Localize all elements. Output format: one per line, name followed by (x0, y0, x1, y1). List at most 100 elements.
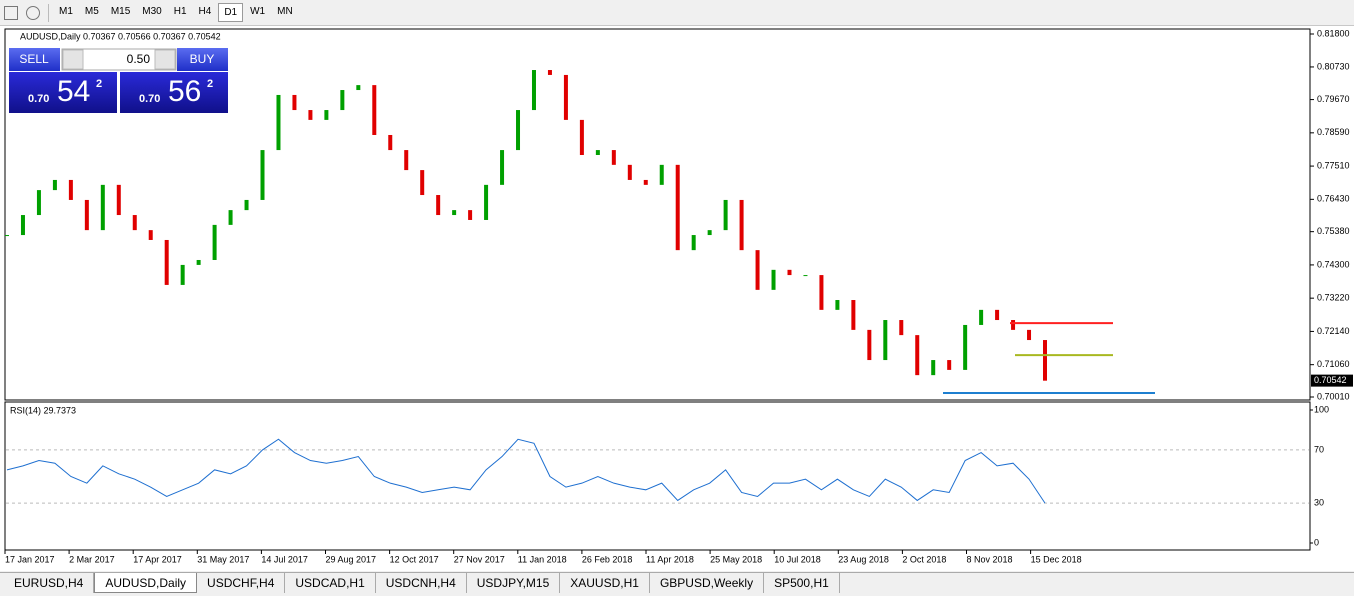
price-bar (675, 164, 680, 251)
rsi-tick-label: 0 (1314, 537, 1319, 547)
lots-value: 0.50 (127, 52, 151, 66)
price-bar (531, 70, 536, 111)
price-bar (132, 215, 137, 231)
price-bar (180, 264, 185, 285)
price-bar (867, 329, 872, 361)
chart-tab[interactable]: XAUUSD,H1 (560, 573, 650, 593)
x-tick-label: 31 May 2017 (197, 554, 249, 564)
objects-tool[interactable] (26, 5, 40, 20)
price-bar (723, 199, 728, 231)
price-bar (356, 85, 361, 91)
price-bar (5, 235, 9, 237)
price-bar (979, 309, 984, 325)
lots-down[interactable] (62, 49, 84, 70)
y-tick-label: 0.74300 (1317, 259, 1350, 269)
x-tick-label: 2 Oct 2018 (902, 554, 946, 564)
chart: AUDUSD,Daily 0.70367 0.70566 0.70367 0.7… (4, 28, 1353, 564)
y-tick-label: 0.71060 (1317, 359, 1350, 369)
chart-tab[interactable]: USDCAD,H1 (285, 573, 376, 593)
period-button[interactable]: MN (277, 6, 293, 17)
chart-tab[interactable]: EURUSD,H4 (4, 573, 95, 593)
price-bar (196, 259, 201, 265)
price-bar (851, 300, 856, 330)
period-button[interactable]: M1 (59, 6, 73, 17)
x-tick-label: 29 Aug 2017 (326, 554, 377, 564)
current-price-box (1311, 374, 1353, 387)
period-button[interactable]: W1 (250, 6, 266, 17)
chart-window: AUDUSD,Daily 0.70367 0.70566 0.70367 0.7… (0, 26, 1354, 571)
period-button[interactable]: M30 (142, 6, 162, 17)
y-tick-label: 0.77510 (1317, 160, 1350, 170)
x-tick-label: 2 Mar 2017 (69, 554, 115, 564)
chart-tab[interactable]: GBPUSD,Weekly (650, 573, 765, 593)
chart-tab[interactable]: USDCNH,H4 (376, 573, 467, 593)
buy-label: BUY (190, 52, 215, 66)
bid-box[interactable] (9, 72, 117, 113)
price-bar (931, 360, 936, 376)
price-bar (627, 164, 632, 180)
lots-input[interactable] (61, 48, 177, 71)
price-bar (84, 199, 89, 231)
rsi-label: RSI(14) 29.7373 (10, 405, 76, 415)
chart-tab[interactable]: USDJPY,M15 (467, 573, 561, 593)
bid-frac: 2 (96, 78, 102, 90)
x-tick-label: 25 May 2018 (710, 554, 762, 564)
price-bar (308, 110, 313, 120)
period-button[interactable]: H4 (198, 6, 212, 17)
period-button[interactable]: M15 (110, 6, 131, 17)
current-price-label: 0.70542 (1314, 375, 1347, 385)
rsi-tick-label: 30 (1314, 497, 1324, 507)
price-bar (244, 199, 249, 211)
ask-box[interactable] (120, 72, 228, 113)
price-bar (500, 150, 505, 185)
price-bar (420, 170, 425, 196)
price-bar (915, 335, 920, 376)
period-button[interactable]: D1 (218, 3, 244, 22)
price-bar (611, 150, 616, 165)
price-bar (579, 119, 584, 155)
period-buttons: M1 M5 M15 M30 H1 H4 D1 W1 MN (53, 3, 299, 22)
bid-pips: 54 (57, 75, 90, 108)
chart-tab[interactable]: AUDUSD,Daily (94, 573, 198, 593)
ask-big: 0.70 (139, 93, 160, 105)
toolbar: M1 M5 M15 M30 H1 H4 D1 W1 MN (0, 0, 1354, 26)
x-tick-label: 23 Aug 2018 (838, 554, 889, 564)
text-tool[interactable] (4, 5, 18, 20)
y-tick-label: 0.75380 (1317, 226, 1350, 236)
price-bar (148, 230, 153, 240)
chart-tabs: EURUSD,H4 AUDUSD,Daily USDCHF,H4 USDCAD,H1 U… (0, 572, 1354, 596)
buy-button[interactable] (177, 48, 228, 71)
x-tick-label: 11 Jan 2018 (518, 554, 567, 564)
price-bar (963, 324, 968, 370)
price-bar (1011, 320, 1016, 330)
price-bar (68, 179, 73, 200)
price-bar (595, 150, 600, 155)
x-tick-label: 14 Jul 2017 (261, 554, 308, 564)
price-bar (819, 275, 824, 310)
price-pane (4, 28, 1311, 401)
price-bar (755, 250, 760, 290)
price-bar (995, 309, 1000, 321)
price-bar (1027, 329, 1032, 341)
price-bar (212, 224, 217, 260)
rsi-tick-label: 70 (1314, 444, 1324, 454)
price-bar (691, 235, 696, 251)
sell-button[interactable] (9, 48, 60, 71)
price-bar (276, 94, 281, 151)
x-tick-label: 17 Apr 2017 (133, 554, 182, 564)
price-bar (292, 94, 297, 111)
lots-up[interactable] (154, 49, 176, 70)
chart-tab[interactable]: USDCHF,H4 (197, 573, 286, 593)
period-button[interactable]: M5 (84, 6, 99, 17)
x-tick-label: 17 Jan 2017 (5, 554, 55, 564)
price-bar (164, 239, 169, 285)
chart-tab[interactable]: SP500,H1 (764, 573, 840, 593)
period-button[interactable]: H1 (173, 6, 187, 17)
chart-header: AUDUSD,Daily 0.70367 0.70566 0.70367 0.7… (20, 31, 221, 41)
price-bar (52, 179, 57, 191)
x-tick-label: 12 Oct 2017 (390, 554, 439, 564)
price-bar (260, 150, 265, 200)
ask-pips: 56 (168, 75, 201, 108)
y-tick-label: 0.70010 (1317, 391, 1350, 401)
